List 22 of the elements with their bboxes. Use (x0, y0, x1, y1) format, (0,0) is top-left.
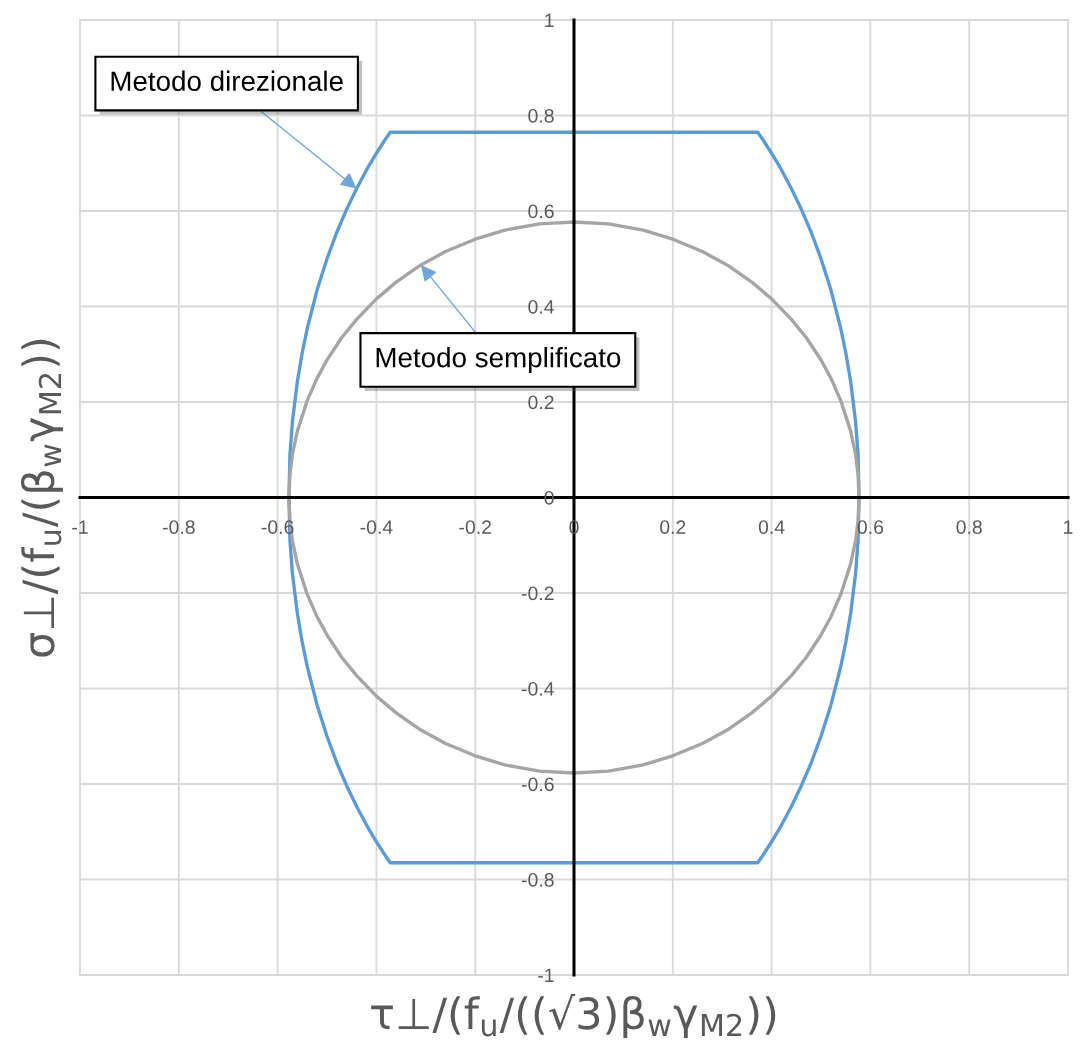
x-tick-label: 0.8 (956, 520, 982, 534)
y-tick-label: 0.2 (528, 395, 554, 410)
x-tick-label: 0.4 (758, 520, 785, 534)
y-tick-label: -0.2 (521, 586, 554, 601)
y-tick-label: 0.8 (528, 108, 554, 123)
y-tick-label: 0.6 (528, 204, 554, 219)
y-tick-label: 0.4 (528, 299, 554, 314)
x-tick-label: -0.8 (162, 520, 195, 534)
annotation: Metodo direzionale (111, 70, 343, 92)
y-tick-label: -0.6 (521, 777, 554, 792)
x-tick-label: -1 (72, 520, 88, 534)
y-tick-label: 1 (545, 13, 554, 28)
y-axis-title: σ⊥/(f$_{u}$/(β$_{w}$γ$_{M2}$)) (21, 339, 63, 657)
y-tick-label: -1 (538, 968, 554, 983)
y-tick-label: -0.4 (521, 681, 554, 696)
annotation: Metodo semplificato (376, 347, 621, 373)
x-tick-label: -0.4 (360, 520, 393, 534)
x-tick-label: 0.2 (660, 520, 686, 534)
x-tick-label: 1 (1064, 520, 1073, 534)
x-axis-title: τ⊥/(f$_{u}$/((√3)β$_{w}$γ$_{M2}$)) (371, 994, 776, 1038)
y-tick-label: -0.8 (521, 872, 554, 887)
x-tick-label: -0.2 (459, 520, 491, 534)
